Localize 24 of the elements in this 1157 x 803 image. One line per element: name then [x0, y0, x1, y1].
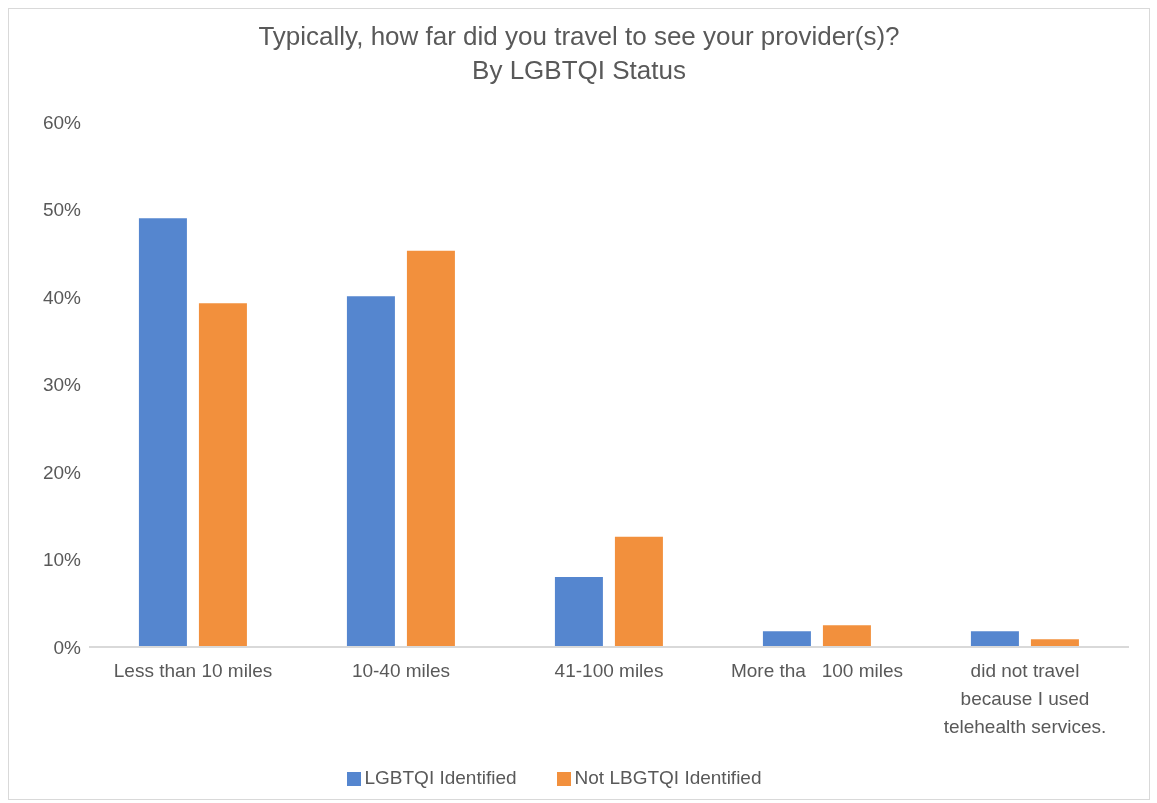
bar [138, 218, 187, 647]
y-tick-label: 30% [42, 374, 82, 396]
bar [614, 536, 663, 647]
y-tick-label: 20% [42, 461, 82, 483]
chart-title: Typically, how far did you travel to see your provider(s)? By LGBTQI Status [257, 20, 901, 87]
y-tick-label: 50% [42, 199, 82, 221]
legend-label: LGBTQI Identified [364, 767, 517, 788]
x-tick-label: 10-40 miles [351, 660, 451, 681]
bar [762, 631, 811, 647]
bar [970, 631, 1019, 647]
y-tick-label: 40% [42, 286, 82, 308]
x-tick-label: did not travel because I used telehealth services. [943, 660, 1107, 737]
x-tick-label: Less than 10 miles [113, 660, 273, 681]
bar [554, 577, 603, 647]
y-tick-label: 10% [42, 549, 82, 571]
y-tick-label: 0% [53, 636, 82, 658]
x-tick-label: More tha 100 miles [730, 660, 904, 681]
x-tick-label: 41-100 miles [554, 660, 664, 681]
bar [406, 250, 455, 647]
y-tick-label: 60% [42, 111, 82, 133]
bar [198, 303, 247, 647]
bar [346, 296, 395, 647]
bar [822, 625, 871, 647]
legend-label: Not LBGTQI Identified [574, 767, 762, 788]
